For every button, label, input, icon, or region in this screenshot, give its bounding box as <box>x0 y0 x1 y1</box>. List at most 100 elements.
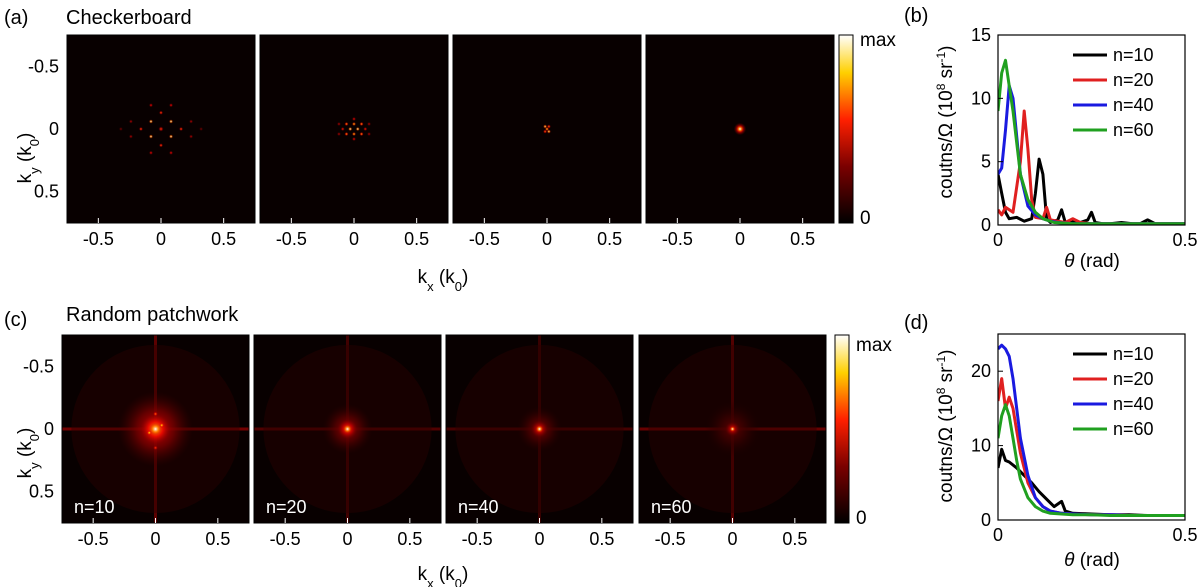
panel-b-tag: (b) <box>904 5 928 27</box>
plot-b-xlabel: θ (rad) <box>1064 251 1120 272</box>
map-panel-c-2 <box>254 335 441 523</box>
colorbar-c-min: 0 <box>856 508 867 529</box>
map-spot <box>148 134 153 139</box>
map-x-tick-label: 0.5 <box>597 229 622 249</box>
map-spot <box>352 121 356 126</box>
map-spot <box>189 134 194 139</box>
y-tick-label: 10 <box>971 436 991 456</box>
plot-d-group: 0 10 20 0 0.5 n=10 n=20 n=40 n=60 <box>971 333 1198 545</box>
map-spot <box>352 137 356 142</box>
y-tick-label: 5 <box>981 152 991 172</box>
map-x-tick-label: 0.5 <box>782 529 807 549</box>
map-panel-a-4 <box>646 35 834 223</box>
map-n-label: n=20 <box>266 497 307 517</box>
map-panel-a-2 <box>260 35 448 223</box>
series-line-n=60 <box>998 403 1185 517</box>
plot-b-ylabel: coutns/Ω (108 sr-1) <box>934 46 957 199</box>
plot-d-xlabel: θ (rad) <box>1064 550 1120 571</box>
map-spot <box>546 124 551 129</box>
map-x-tick-label: 0 <box>534 529 544 549</box>
map-a-xlabel: kx (k0) <box>418 267 469 294</box>
map-spot <box>352 116 356 121</box>
map-spot <box>169 103 174 108</box>
map-spot <box>158 126 164 132</box>
map-x-tick-label: 0 <box>727 529 737 549</box>
map-x-tick-label: -0.5 <box>462 529 493 549</box>
y-tick-label: 0 <box>981 215 991 235</box>
map-spot <box>336 121 341 126</box>
map-spot <box>367 121 372 126</box>
map-spot <box>363 127 368 131</box>
map-x-tick-label: 0 <box>156 229 166 249</box>
map-panel-c-3 <box>446 335 633 523</box>
plot-d-ylabel: coutns/Ω (108 sr-1) <box>934 350 957 503</box>
map-n-label: n=10 <box>74 497 115 517</box>
map-spot <box>348 127 353 131</box>
map-spot <box>355 127 360 131</box>
colorbar-a <box>838 34 854 224</box>
plot-d-series-group <box>998 343 1185 517</box>
x-tick-label: 0 <box>993 230 1003 250</box>
panel-c-tag: (c) <box>4 309 27 331</box>
map-spot <box>543 129 548 134</box>
map-spot <box>359 132 364 137</box>
map-x-tick-label: 0.5 <box>404 229 429 249</box>
map-spot <box>344 132 349 137</box>
panel-d-tag: (d) <box>904 312 928 334</box>
map-x-tick-label: -0.5 <box>469 229 500 249</box>
map-panel-c-4 <box>639 335 826 523</box>
map-y-tick-label: 0.5 <box>29 482 54 502</box>
map-y-tick-label: -0.5 <box>28 56 59 76</box>
map-spot <box>153 411 158 417</box>
plot-d-frame <box>997 333 1186 521</box>
x-tick-label: 0.5 <box>1172 525 1197 545</box>
map-spot <box>543 124 548 129</box>
map-x-tick-label: -0.5 <box>276 229 307 249</box>
map-x-tick-label: 0.5 <box>397 529 422 549</box>
map-spot <box>148 119 153 124</box>
series-line-n=20 <box>998 109 1185 225</box>
map-c-ylabel: ky (k0) <box>15 428 42 479</box>
map-x-tick-label: -0.5 <box>83 229 114 249</box>
map-c-xlabel: kx (k0) <box>418 564 469 587</box>
map-spot <box>546 129 551 134</box>
map-a-ylabel: ky (k0) <box>15 133 42 184</box>
map-spot <box>179 127 184 131</box>
y-tick-label: 10 <box>971 88 991 108</box>
map-spot <box>128 119 133 124</box>
map-y-tick-label: -0.5 <box>23 356 54 376</box>
colorbar-a-min: 0 <box>860 208 871 229</box>
map-spot <box>149 422 162 436</box>
legend-label: n=40 <box>1113 95 1154 115</box>
map-spot <box>199 127 204 131</box>
x-tick-label: 0 <box>993 525 1003 545</box>
map-spot <box>159 422 165 428</box>
map-y-tick-label: 0.5 <box>34 182 59 202</box>
map-x-tick-label: -0.5 <box>655 529 686 549</box>
colorbar-c-max: max <box>856 335 892 356</box>
map-x-tick-label: 0 <box>342 529 352 549</box>
panel-a-tag: (a) <box>4 7 28 29</box>
map-spot <box>336 132 341 137</box>
legend-label: n=60 <box>1113 120 1154 140</box>
plot-b-group: 0 5 10 15 0 0.5 n=10 n=20 n=40 n=60 <box>971 25 1198 250</box>
map-x-tick-label: 0.5 <box>205 529 230 549</box>
map-spot <box>148 103 153 108</box>
map-spot <box>148 150 153 155</box>
map-spot <box>159 143 163 148</box>
map-panel-a-1 <box>67 35 255 223</box>
map-spot <box>169 119 174 124</box>
map-x-tick-label: 0 <box>542 229 552 249</box>
map-spot <box>343 424 352 434</box>
map-spot <box>729 426 736 432</box>
map-spot <box>118 127 123 131</box>
map-x-tick-label: -0.5 <box>662 229 693 249</box>
map-spot <box>736 125 744 133</box>
colorbar-c <box>834 334 850 524</box>
plot-b-series-group <box>998 58 1185 225</box>
map-spot <box>138 127 143 131</box>
maps-a-group: -0.5 0 0.5 -0.5 0 0.5 -0.5 0 0.5 -0.5 0 0.5 -0.5 0 0.5 <box>28 34 835 249</box>
map-spot <box>189 119 194 124</box>
map-spot <box>159 110 163 115</box>
y-tick-label: 0 <box>981 510 991 530</box>
